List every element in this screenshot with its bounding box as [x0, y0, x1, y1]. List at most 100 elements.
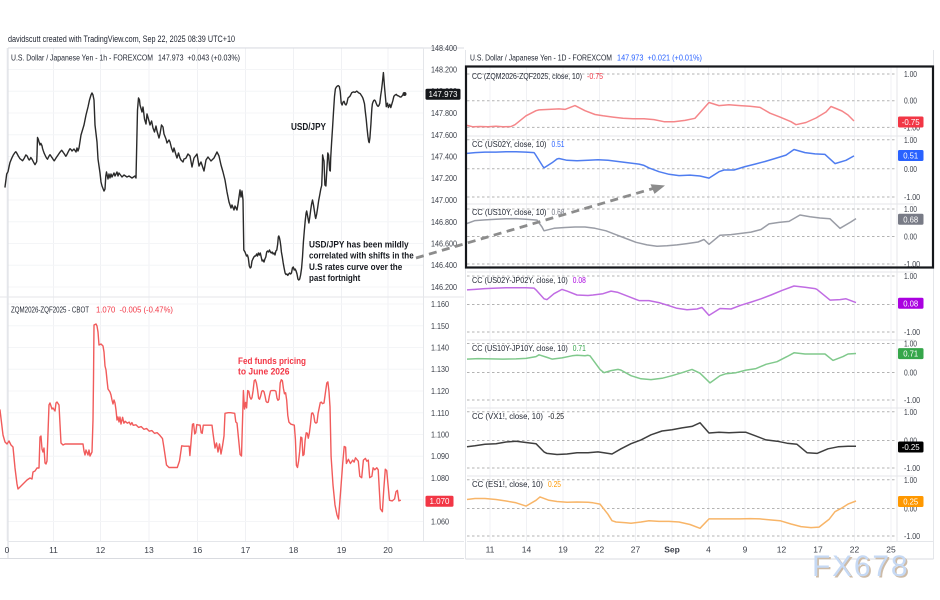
svg-text:146.600: 146.600 — [431, 239, 457, 249]
svg-text:USD/JPY has been mildly: USD/JPY has been mildly — [309, 240, 409, 251]
svg-text:1.00: 1.00 — [904, 407, 917, 417]
svg-text:0.25: 0.25 — [903, 498, 919, 507]
svg-text:CC (US02Y, close, 10): CC (US02Y, close, 10) — [472, 139, 547, 149]
svg-text:147.800: 147.800 — [431, 108, 457, 118]
svg-text:Fed funds pricing: Fed funds pricing — [238, 356, 306, 367]
svg-text:CC (ES1!, close, 10): CC (ES1!, close, 10) — [472, 479, 543, 489]
svg-text:1.070: 1.070 — [430, 496, 450, 506]
svg-text:27: 27 — [631, 545, 641, 555]
svg-text:1.100: 1.100 — [431, 430, 449, 440]
svg-text:U.S. Dollar / Japanese Yen - 1: U.S. Dollar / Japanese Yen - 1D - FOREXC… — [470, 53, 612, 63]
svg-text:12: 12 — [777, 545, 787, 555]
svg-text:146.800: 146.800 — [431, 217, 457, 227]
svg-text:14: 14 — [522, 545, 532, 555]
svg-text:1.150: 1.150 — [431, 321, 449, 331]
svg-text:25: 25 — [886, 545, 896, 555]
svg-text:ZQM2026-ZQF2025 - CBOT: ZQM2026-ZQF2025 - CBOT — [11, 305, 89, 315]
svg-text:0.00: 0.00 — [904, 436, 917, 446]
svg-text:148.200: 148.200 — [431, 65, 457, 75]
svg-text:-1.00: -1.00 — [904, 463, 920, 473]
svg-text:past fortnight: past fortnight — [309, 273, 361, 284]
svg-text:22: 22 — [595, 545, 605, 555]
svg-text:11: 11 — [49, 545, 58, 555]
svg-text:CC (US10Y, close, 10): CC (US10Y, close, 10) — [472, 207, 547, 217]
svg-text:17: 17 — [241, 545, 251, 555]
svg-text:0.00: 0.00 — [904, 368, 917, 378]
svg-text:0.08: 0.08 — [903, 299, 919, 308]
svg-text:0.00: 0.00 — [904, 164, 917, 174]
svg-text:-1.00: -1.00 — [904, 327, 920, 337]
svg-text:18: 18 — [289, 545, 299, 555]
svg-text:CC (ZQM2026-ZQF2025, close, 10: CC (ZQM2026-ZQF2025, close, 10) — [472, 71, 582, 81]
svg-text:0.00: 0.00 — [904, 96, 917, 106]
svg-text:CC (US02Y-JP02Y, close, 10): CC (US02Y-JP02Y, close, 10) — [472, 275, 568, 285]
svg-text:-1.00: -1.00 — [904, 531, 920, 541]
svg-text:0.00: 0.00 — [904, 504, 917, 514]
svg-text:USD/JPY: USD/JPY — [291, 122, 326, 133]
svg-text:19: 19 — [558, 545, 568, 555]
svg-text:-0.75: -0.75 — [902, 118, 921, 127]
svg-text:147.400: 147.400 — [431, 152, 457, 162]
svg-text:CC (VX1!, close, 10): CC (VX1!, close, 10) — [472, 411, 543, 421]
svg-text:1.110: 1.110 — [431, 408, 449, 418]
svg-text:1.140: 1.140 — [431, 343, 449, 353]
svg-text:12: 12 — [96, 545, 106, 555]
svg-text:13: 13 — [144, 545, 154, 555]
svg-text:0.68: 0.68 — [552, 207, 565, 217]
svg-text:to June 2026: to June 2026 — [238, 367, 290, 378]
svg-text:U.S. Dollar / Japanese Yen - 1: U.S. Dollar / Japanese Yen - 1h - FOREXC… — [11, 53, 153, 63]
svg-text:0.71: 0.71 — [903, 350, 919, 359]
svg-text:-1.00: -1.00 — [904, 259, 920, 269]
svg-text:davidscutt created with Tradin: davidscutt created with TradingView.com,… — [8, 34, 235, 44]
svg-text:147.973 +0.043 (+0.03%): 147.973 +0.043 (+0.03%) — [158, 53, 240, 63]
svg-text:1.160: 1.160 — [431, 299, 449, 309]
svg-text:0.00: 0.00 — [904, 232, 917, 242]
svg-text:1.120: 1.120 — [431, 386, 449, 396]
svg-text:1.00: 1.00 — [904, 271, 917, 281]
svg-text:1.00: 1.00 — [904, 475, 917, 485]
svg-text:Sep: Sep — [664, 545, 680, 555]
svg-text:-0.25: -0.25 — [902, 443, 921, 452]
svg-text:22: 22 — [850, 545, 860, 555]
svg-text:0.25: 0.25 — [548, 479, 561, 489]
svg-text:1.00: 1.00 — [904, 339, 917, 349]
svg-text:1.060: 1.060 — [431, 517, 449, 527]
svg-text:correlated with shifts in the: correlated with shifts in the — [309, 251, 414, 262]
svg-text:1.130: 1.130 — [431, 364, 449, 374]
svg-text:1.090: 1.090 — [431, 451, 449, 461]
svg-text:17: 17 — [813, 545, 823, 555]
svg-text:20: 20 — [383, 545, 393, 555]
svg-text:0.71: 0.71 — [573, 343, 586, 353]
svg-text:0: 0 — [5, 545, 10, 555]
svg-text:9: 9 — [743, 545, 748, 555]
svg-text:-0.75: -0.75 — [587, 71, 603, 81]
svg-text:CC (US10Y-JP10Y, close, 10): CC (US10Y-JP10Y, close, 10) — [472, 343, 568, 353]
svg-text:0.68: 0.68 — [903, 215, 919, 224]
svg-text:-1.00: -1.00 — [904, 192, 920, 202]
svg-text:147.600: 147.600 — [431, 130, 457, 140]
svg-text:1.00: 1.00 — [904, 69, 917, 79]
svg-text:148.400: 148.400 — [431, 43, 457, 53]
svg-text:16: 16 — [193, 545, 203, 555]
svg-text:147.000: 147.000 — [431, 195, 457, 205]
svg-text:-1.00: -1.00 — [904, 395, 920, 405]
svg-text:4: 4 — [706, 545, 711, 555]
svg-text:FX678: FX678 — [814, 552, 911, 585]
svg-text:0.51: 0.51 — [903, 152, 919, 161]
svg-text:-0.25: -0.25 — [548, 411, 564, 421]
svg-text:147.200: 147.200 — [431, 173, 457, 183]
svg-text:146.400: 146.400 — [431, 260, 457, 270]
svg-text:147.973: 147.973 — [429, 89, 458, 99]
svg-text:1.00: 1.00 — [904, 135, 917, 145]
svg-text:19: 19 — [337, 545, 347, 555]
svg-text:1.070 -0.005 (-0.47%): 1.070 -0.005 (-0.47%) — [96, 305, 173, 315]
svg-text:146.200: 146.200 — [431, 282, 457, 292]
svg-text:1.00: 1.00 — [904, 204, 917, 214]
svg-text:0.08: 0.08 — [573, 275, 586, 285]
svg-text:0.51: 0.51 — [552, 139, 565, 149]
svg-text:FX678: FX678 — [812, 550, 909, 583]
svg-text:1.080: 1.080 — [431, 473, 449, 483]
svg-text:U.S rates curve over the: U.S rates curve over the — [309, 262, 402, 273]
svg-text:147.973 +0.021 (+0.01%): 147.973 +0.021 (+0.01%) — [617, 53, 702, 63]
svg-text:11: 11 — [486, 545, 495, 555]
